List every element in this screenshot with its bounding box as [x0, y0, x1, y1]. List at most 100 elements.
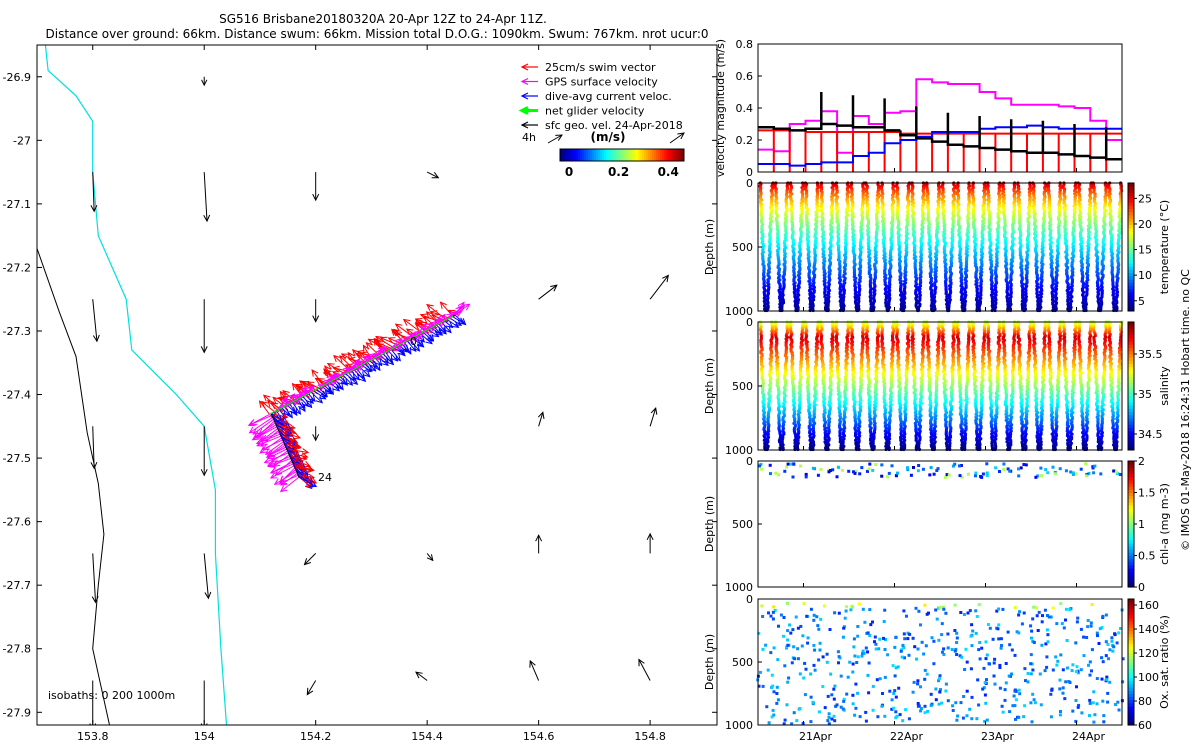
- colorbar-cell: [614, 149, 617, 161]
- colorbar-cell: [618, 149, 621, 161]
- dac-velocity-arrow: [436, 324, 447, 335]
- colorbar-cell: [656, 149, 659, 161]
- temperature-colorbar-cell: [1128, 285, 1134, 290]
- colorbar-cell: [626, 149, 629, 161]
- sfc-velocity-arrow: [312, 299, 320, 323]
- sfc-velocity-arrow: [303, 553, 317, 566]
- temperature-colorbar-tick-label: 10: [1138, 269, 1152, 282]
- colorbar-cell: [562, 149, 565, 161]
- legend-swatch: [520, 121, 538, 129]
- sfc-velocity-arrow: [201, 76, 208, 87]
- map-xtick-label: 154.4: [411, 730, 443, 743]
- swim-vector-arrow: [284, 443, 302, 451]
- temperature-colorbar-cell: [1128, 298, 1134, 302]
- colorbar-cell: [600, 149, 603, 161]
- map-annotation-4h: 4h: [522, 131, 536, 144]
- gps-velocity-arrow: [252, 418, 274, 435]
- colorbar-cell: [574, 149, 577, 161]
- legend-swatch: [520, 63, 538, 71]
- gps-velocity-arrow: [261, 439, 283, 450]
- colorbar-cell: [682, 149, 685, 161]
- temperature-colorbar-cell: [1128, 192, 1134, 197]
- temperature-colorbar-cell: [1128, 208, 1134, 213]
- gps-velocity-arrow: [255, 426, 278, 439]
- gps-velocity-arrow: [279, 474, 299, 485]
- dac-velocity-arrow: [422, 331, 434, 342]
- colorbar-cell: [622, 149, 625, 161]
- colorbar-cell: [678, 149, 681, 161]
- temperature-colorbar-cell: [1128, 234, 1134, 238]
- figure-subtitle: Distance over ground: 66km. Distance swu…: [46, 27, 709, 41]
- legend-label: GPS surface velocity: [545, 76, 658, 89]
- map-ytick-label: -27.6: [3, 516, 31, 529]
- colorbar-cell: [634, 149, 637, 161]
- swim-vector-arrow: [290, 457, 312, 468]
- colorbar-cell: [612, 149, 615, 161]
- colorbar-units: (m/s): [591, 130, 626, 144]
- temperature-colorbar-cell: [1128, 288, 1134, 293]
- map-xtick-label: 153.8: [77, 730, 109, 743]
- sfc-velocity-arrow: [415, 671, 428, 681]
- colorbar-cell: [652, 149, 655, 161]
- map-ytick-label: -26.9: [3, 71, 31, 84]
- map-ytick-label: -27.7: [3, 579, 31, 592]
- temperature-colorbar-cell: [1128, 231, 1134, 235]
- temperature-colorbar-cell: [1128, 256, 1134, 261]
- sfc-velocity-arrow: [529, 659, 540, 681]
- sfc-velocity-arrow: [91, 553, 99, 604]
- colorbar-cell: [576, 149, 579, 161]
- colorbar-cell: [590, 149, 593, 161]
- temperature-colorbar-cell: [1128, 291, 1134, 296]
- colorbar-tick-label: 0: [565, 165, 573, 179]
- map-ytick-label: -27.1: [3, 198, 31, 211]
- dac-velocity-arrow: [369, 360, 378, 368]
- legend-swatch: [518, 106, 538, 115]
- gps-velocity-arrow: [353, 354, 371, 370]
- temperature-plot-bg: [758, 183, 1122, 311]
- dac-velocity-arrow: [444, 320, 454, 329]
- temperature-colorbar-label: temperature (°C): [1158, 200, 1171, 294]
- colorbar-cell: [646, 149, 649, 161]
- colorbar-cell: [588, 149, 591, 161]
- legend-swatch: [520, 92, 538, 100]
- colorbar-cell: [642, 149, 645, 161]
- temperature-colorbar-cell: [1128, 215, 1134, 219]
- temperature-colorbar-cell: [1128, 224, 1134, 229]
- temperature-colorbar-cell: [1128, 275, 1134, 280]
- gps-velocity-arrow: [269, 465, 295, 479]
- velocity-ylabel: velocity magnitude (m/s): [714, 39, 727, 177]
- colorbar-cell: [660, 149, 663, 161]
- temperature-colorbar-cell: [1128, 301, 1134, 306]
- sfc-velocity-arrow: [649, 407, 658, 427]
- colorbar-cell: [668, 149, 671, 161]
- colorbar-cell: [606, 149, 609, 161]
- dac-velocity-arrow: [382, 353, 395, 366]
- temperature-colorbar-cell: [1128, 218, 1134, 222]
- map-annotation-0: 0: [410, 335, 417, 348]
- legend-label: dive-avg current veloc.: [545, 90, 672, 103]
- colorbar-cell: [572, 149, 575, 161]
- sfc-velocity-arrow: [538, 284, 558, 300]
- colorbar-cell: [638, 149, 641, 161]
- temperature-colorbar-cell: [1128, 205, 1134, 210]
- sfc-velocity-arrow: [312, 172, 320, 202]
- isobath-1000m-line: [37, 248, 110, 725]
- colorbar-cell: [566, 149, 569, 161]
- dac-velocity-arrow: [353, 368, 367, 383]
- velocity-ytick-label: 0.4: [736, 102, 754, 115]
- temperature-colorbar-tick-label: 5: [1138, 295, 1145, 308]
- temperature-colorbar-cell: [1128, 237, 1134, 242]
- map-annotation-24: 24: [318, 471, 332, 484]
- temperature-colorbar-cell: [1128, 221, 1134, 226]
- colorbar-cell: [596, 149, 599, 161]
- temperature-colorbar-cell: [1128, 247, 1134, 251]
- temperature-colorbar-cell: [1128, 263, 1134, 267]
- map-ytick-label: -27.5: [3, 452, 31, 465]
- velocity-ytick-label: 0.2: [736, 134, 754, 147]
- temperature-colorbar-cell: [1128, 211, 1134, 216]
- gps-velocity-arrow: [247, 415, 273, 427]
- legend-4h-arrow: [547, 134, 563, 144]
- temperature-ytick-label: 500: [732, 241, 753, 254]
